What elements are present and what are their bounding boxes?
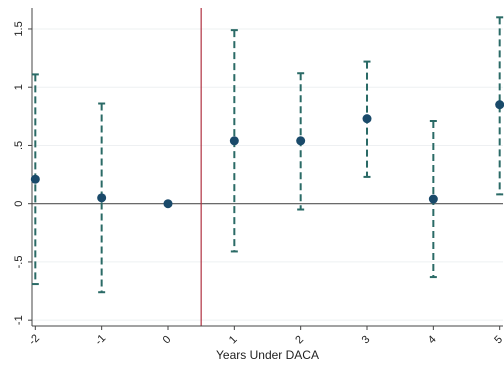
point-estimates xyxy=(30,100,504,209)
point-estimate xyxy=(30,174,40,184)
reference-lines xyxy=(32,8,503,326)
y-tick-label: -.5 xyxy=(13,256,25,269)
y-tick-label: 1 xyxy=(13,84,25,90)
y-tick-label: 0 xyxy=(13,201,25,207)
x-tick-label: 2 xyxy=(293,334,306,347)
point-estimate xyxy=(362,114,372,124)
point-estimate xyxy=(428,194,438,204)
x-axis-ticks: -2 -1 0 1 2 3 4 5 xyxy=(27,326,504,348)
x-tick-label: 0 xyxy=(161,334,174,347)
x-tick-label: -1 xyxy=(93,332,108,347)
y-tick-label: -1 xyxy=(13,315,25,325)
gridlines xyxy=(32,28,503,321)
axes xyxy=(31,8,503,327)
x-tick-label: -2 xyxy=(27,332,42,347)
x-tick-label: 1 xyxy=(227,334,240,347)
point-estimate xyxy=(163,199,173,209)
error-bars xyxy=(31,16,504,294)
x-tick-label: 4 xyxy=(426,334,439,347)
point-estimate xyxy=(97,193,107,203)
point-estimate xyxy=(296,136,306,146)
x-tick-label: 5 xyxy=(492,334,504,347)
y-axis-ticks: -1 -.5 0 .5 1 1.5 xyxy=(13,21,32,325)
y-tick-label: .5 xyxy=(13,141,25,150)
x-axis-title: Years Under DACA xyxy=(216,348,319,362)
y-tick-label: 1.5 xyxy=(13,21,25,36)
x-tick-label: 3 xyxy=(360,334,373,347)
point-estimate xyxy=(495,100,504,110)
point-estimate xyxy=(229,136,239,146)
